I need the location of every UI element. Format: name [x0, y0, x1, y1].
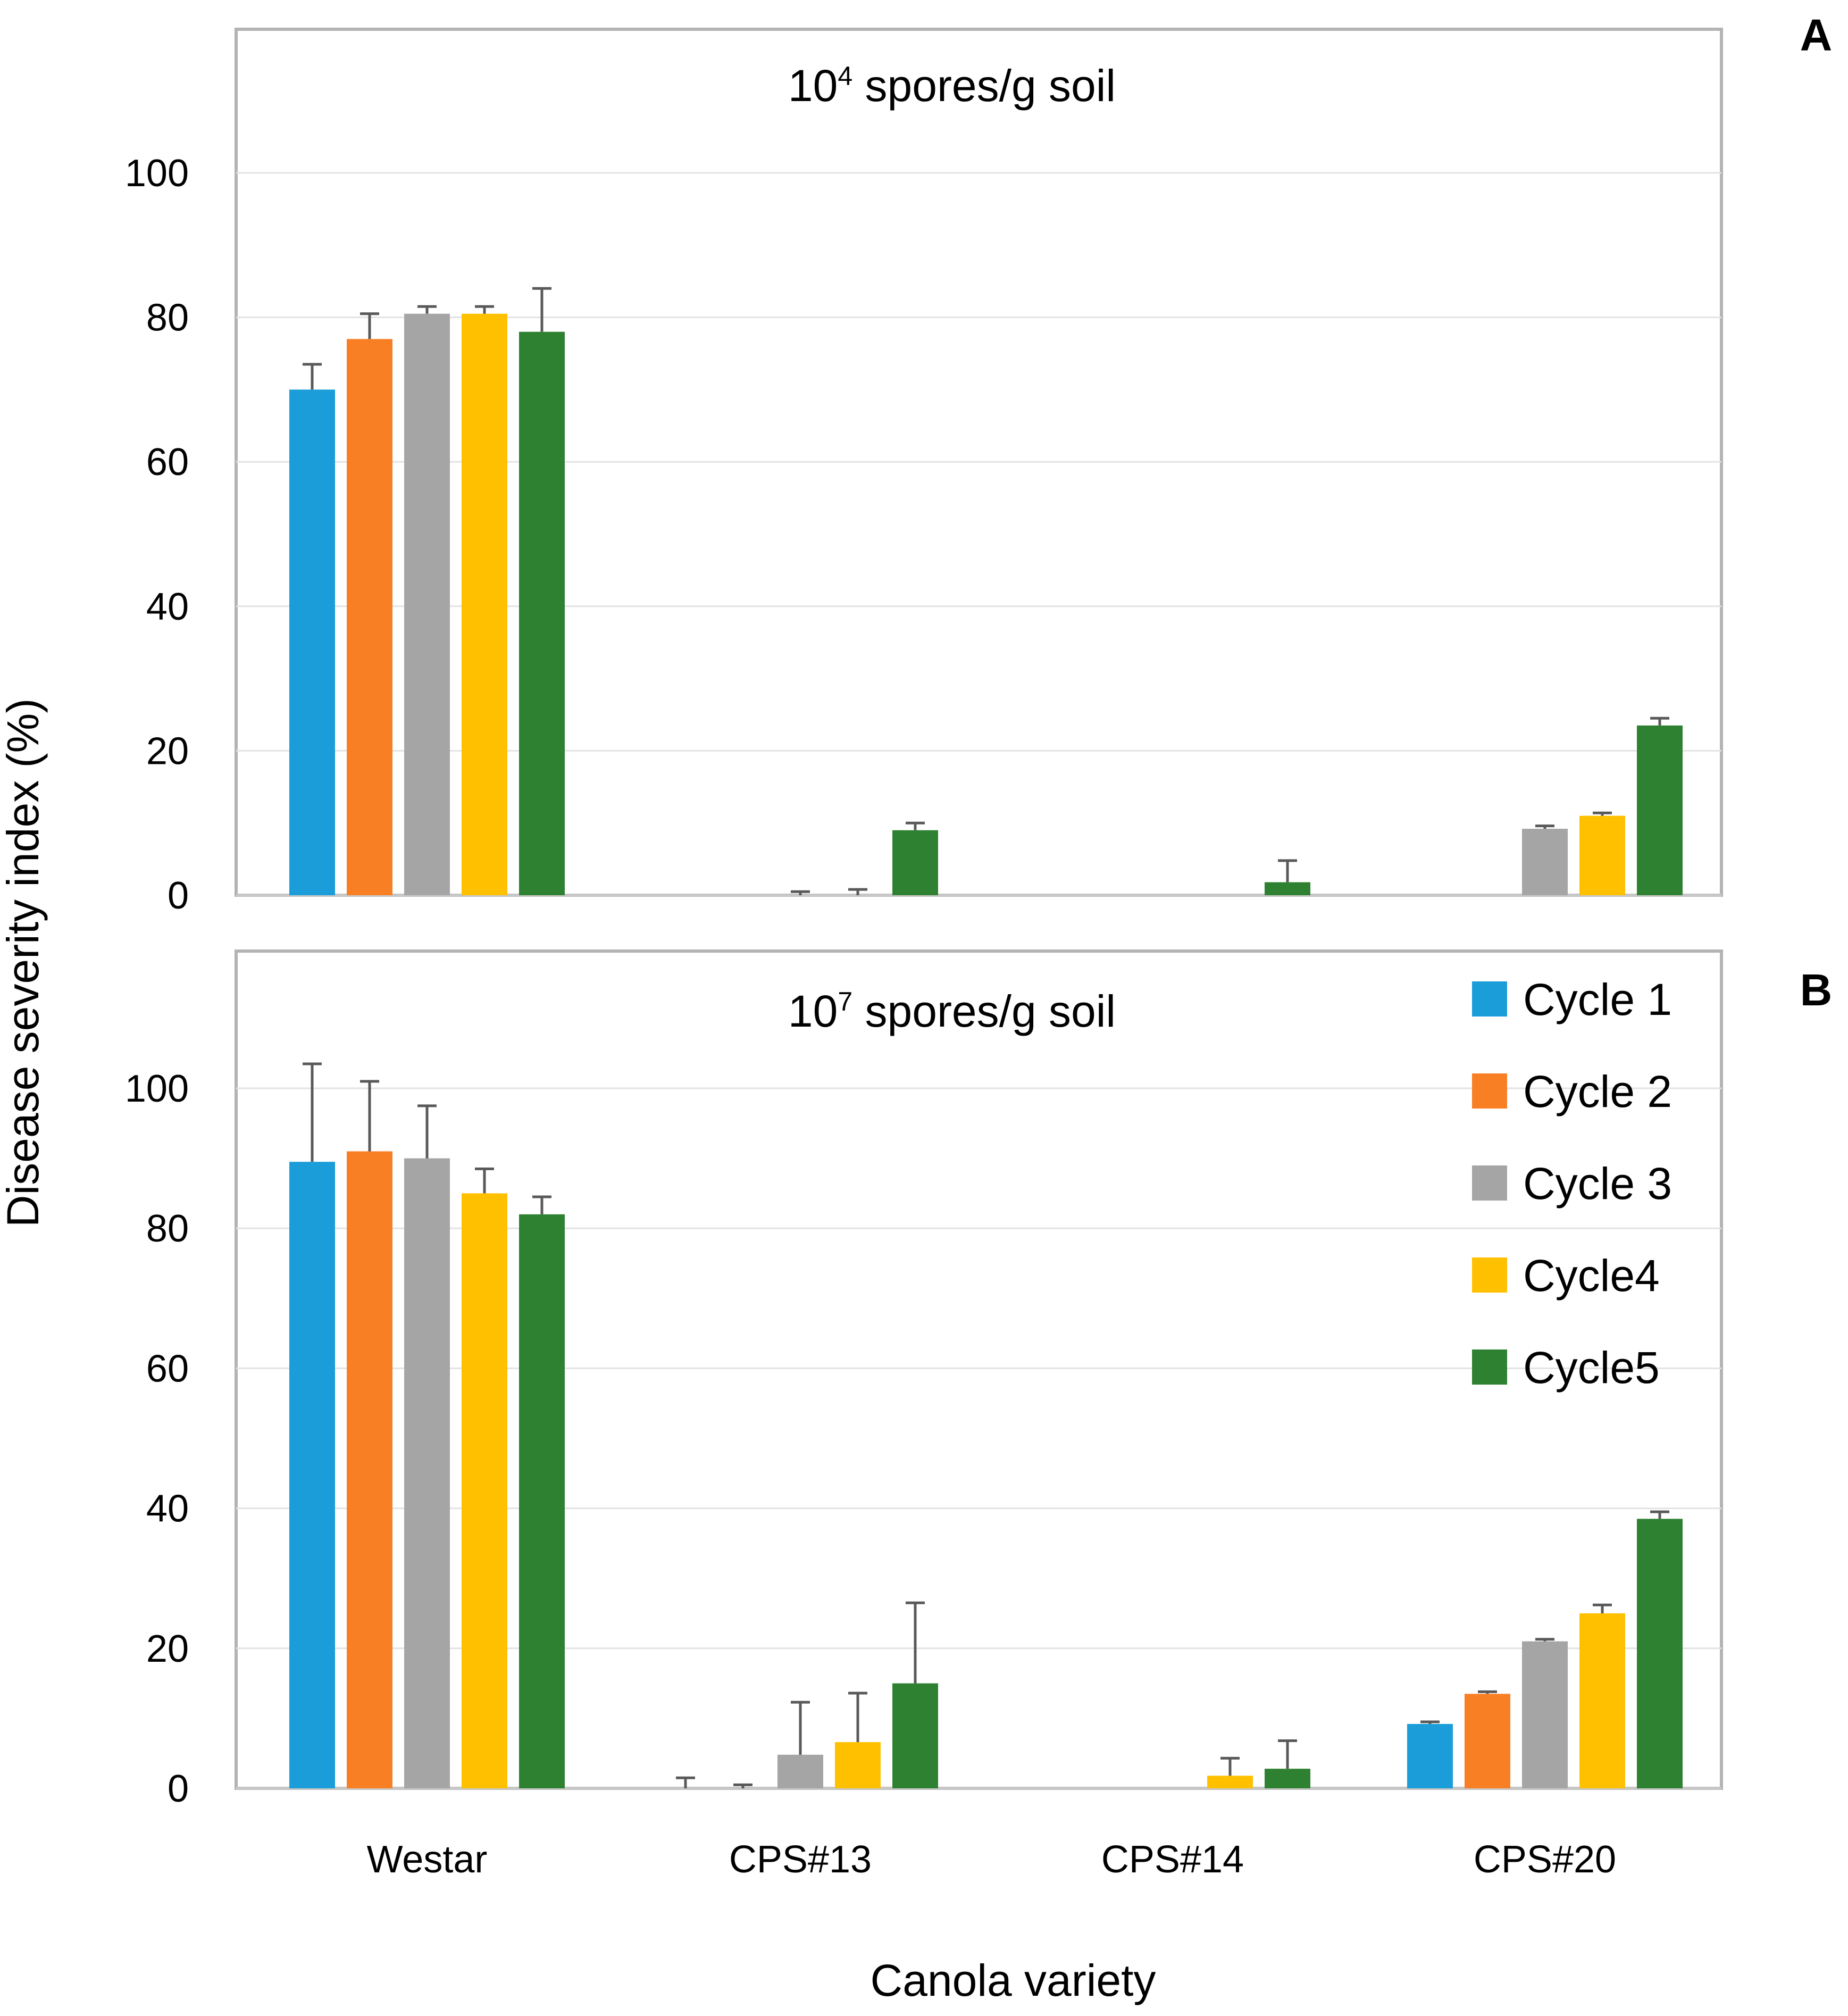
bar [1637, 1519, 1683, 1788]
x-tick-label: CPS#13 [729, 1838, 872, 1881]
legend-label: Cycle5 [1523, 1343, 1660, 1393]
bar [892, 830, 938, 895]
bar [1407, 1723, 1453, 1788]
bar [462, 313, 507, 895]
bar [347, 1151, 392, 1788]
x-tick-label: Westar [367, 1838, 488, 1881]
bar [777, 1754, 823, 1788]
legend-swatch [1472, 981, 1507, 1017]
bar [289, 389, 335, 895]
legend-swatch [1472, 1349, 1507, 1385]
legend-swatch [1472, 1073, 1507, 1109]
bar [892, 1683, 938, 1788]
bar [1207, 1776, 1253, 1788]
panel-letter: A [1800, 10, 1833, 60]
bar [404, 1158, 450, 1788]
bar [519, 331, 565, 895]
x-axis-title: Canola variety [871, 1955, 1156, 2005]
legend: Cycle 1 Cycle 2 Cycle 3 Cycle4 Cycle5 [1472, 974, 1672, 1393]
bar [289, 1162, 335, 1788]
x-tick-label: CPS#14 [1101, 1838, 1244, 1881]
bar [1465, 1694, 1510, 1788]
y-tick-label: 80 [146, 297, 189, 339]
y-axis-title: Disease severity index (%) [0, 698, 48, 1227]
y-tick-label: 60 [146, 1347, 189, 1390]
panel-title: 107 spores/g soil [788, 986, 1116, 1036]
bar [835, 1742, 881, 1788]
y-tick-label: 100 [125, 1068, 189, 1110]
y-tick-label: 0 [168, 874, 189, 917]
panel-letter: B [1800, 965, 1833, 1015]
bar [1522, 1641, 1568, 1788]
bar [1579, 815, 1625, 895]
y-tick-label: 40 [146, 1488, 189, 1530]
legend-label: Cycle4 [1523, 1251, 1660, 1301]
bar [347, 339, 392, 895]
y-tick-label: 0 [168, 1768, 189, 1810]
y-tick-label: 20 [146, 730, 189, 772]
bar [1637, 725, 1683, 895]
y-tick-label: 20 [146, 1628, 189, 1670]
panel-title: 104 spores/g soil [788, 61, 1116, 111]
bar [1265, 882, 1310, 895]
y-tick-label: 100 [125, 152, 189, 195]
bar [1579, 1613, 1625, 1788]
legend-label: Cycle 3 [1523, 1159, 1672, 1209]
panel-a: 0 20 40 60 80 100 104 spores/g soil A [125, 10, 1832, 917]
legend-label: Cycle 2 [1523, 1067, 1672, 1117]
x-tick-label: CPS#20 [1474, 1838, 1616, 1881]
legend-swatch [1472, 1257, 1507, 1293]
y-tick-label: 40 [146, 586, 189, 628]
bar [404, 313, 450, 895]
bar [462, 1193, 507, 1788]
bar [519, 1214, 565, 1788]
legend-swatch [1472, 1165, 1507, 1201]
bar [1522, 829, 1568, 895]
y-tick-label: 60 [146, 441, 189, 484]
legend-label: Cycle 1 [1523, 974, 1672, 1024]
bar [1265, 1769, 1310, 1788]
y-tick-label: 80 [146, 1207, 189, 1250]
